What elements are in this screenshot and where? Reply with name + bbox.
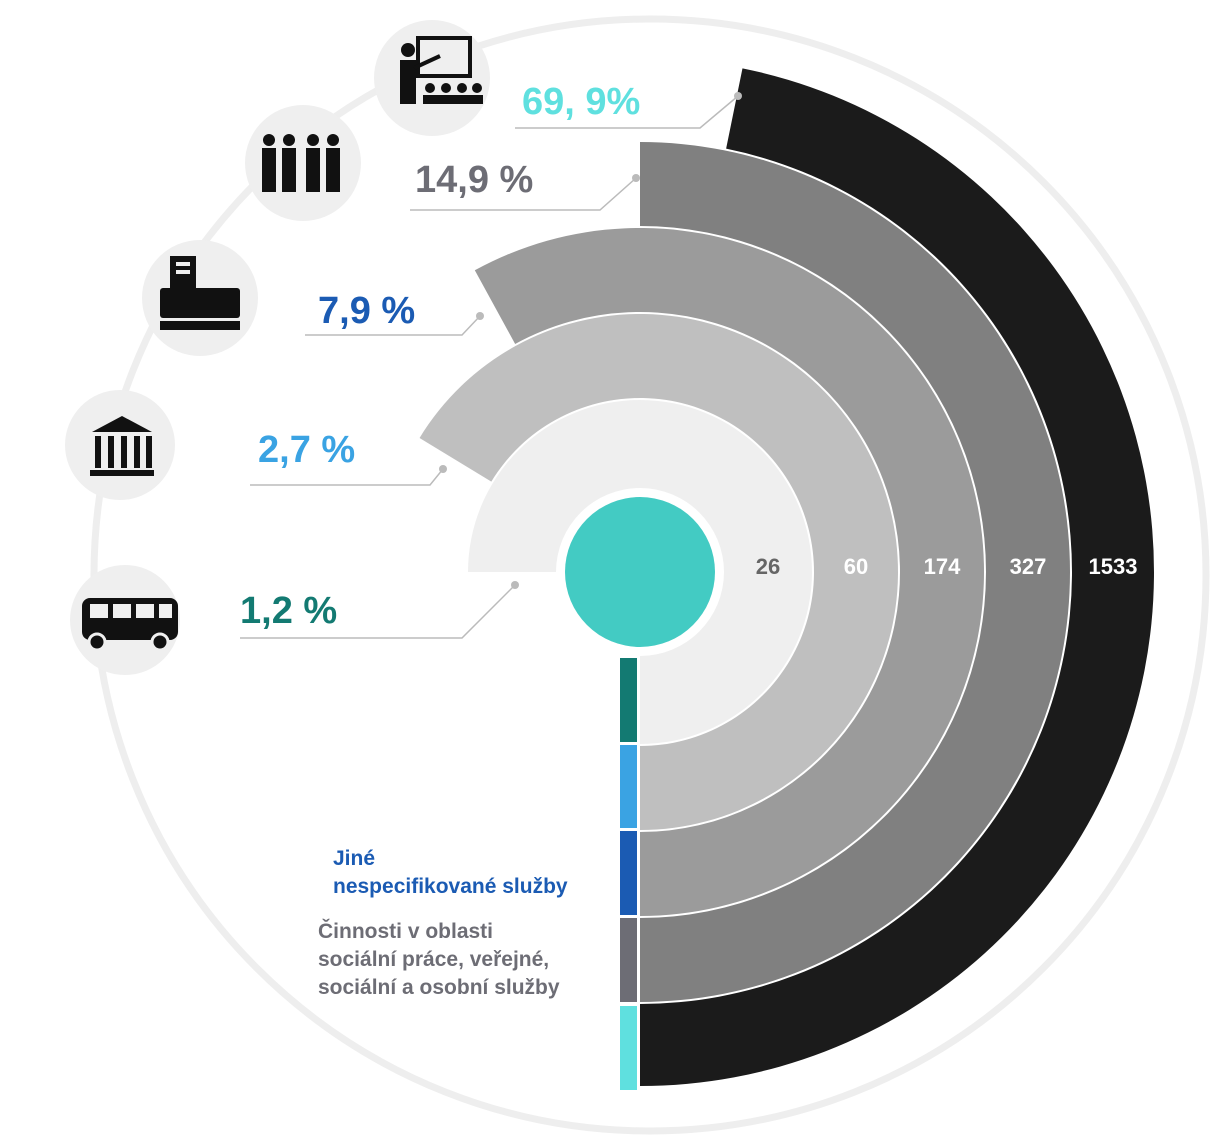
leader-line	[250, 468, 444, 486]
count-label: 60	[844, 554, 868, 579]
icon-bg	[65, 390, 175, 500]
leader-dot	[476, 312, 484, 320]
ring-bar	[640, 142, 1070, 1002]
leader-line	[240, 584, 516, 639]
count-label: 174	[924, 554, 961, 579]
ring-bar	[419, 314, 899, 831]
count-label: 26	[756, 554, 780, 579]
percent-label: 2,7 %	[258, 429, 355, 471]
percent-label: 14,9 %	[415, 159, 533, 201]
register-icon	[160, 256, 240, 330]
teacher-icon	[400, 36, 483, 104]
leader-dot	[439, 465, 447, 473]
percent-label: 1,2 %	[240, 590, 337, 632]
legend-label: Jiné nespecifikované služby	[333, 847, 568, 898]
ring-bar	[640, 68, 1154, 1086]
ring-bar	[468, 400, 812, 744]
leader-line	[410, 177, 637, 211]
percent-label: 7,9 %	[318, 290, 415, 332]
legend-swatch	[620, 1006, 637, 1090]
bus-icon	[82, 598, 178, 652]
people-icon	[262, 134, 340, 192]
leader-dot	[632, 174, 640, 182]
ring-bar	[474, 227, 984, 916]
leader-dot	[734, 92, 742, 100]
legend-swatch	[620, 831, 637, 915]
legend-swatch	[620, 658, 637, 742]
legend-label: Činnosti v oblasti sociální práce, veřej…	[318, 919, 560, 999]
legend-swatch	[620, 745, 637, 828]
leader-dot	[511, 581, 519, 589]
leader-line	[515, 95, 739, 129]
icons	[65, 20, 490, 675]
center-circle	[565, 497, 715, 647]
percent-label: 69, 9%	[522, 81, 640, 123]
count-label: 1533	[1089, 554, 1138, 579]
count-label: 327	[1010, 554, 1047, 579]
bank-icon	[90, 416, 154, 476]
legend-swatch	[620, 918, 637, 1002]
leader-line	[305, 315, 481, 336]
